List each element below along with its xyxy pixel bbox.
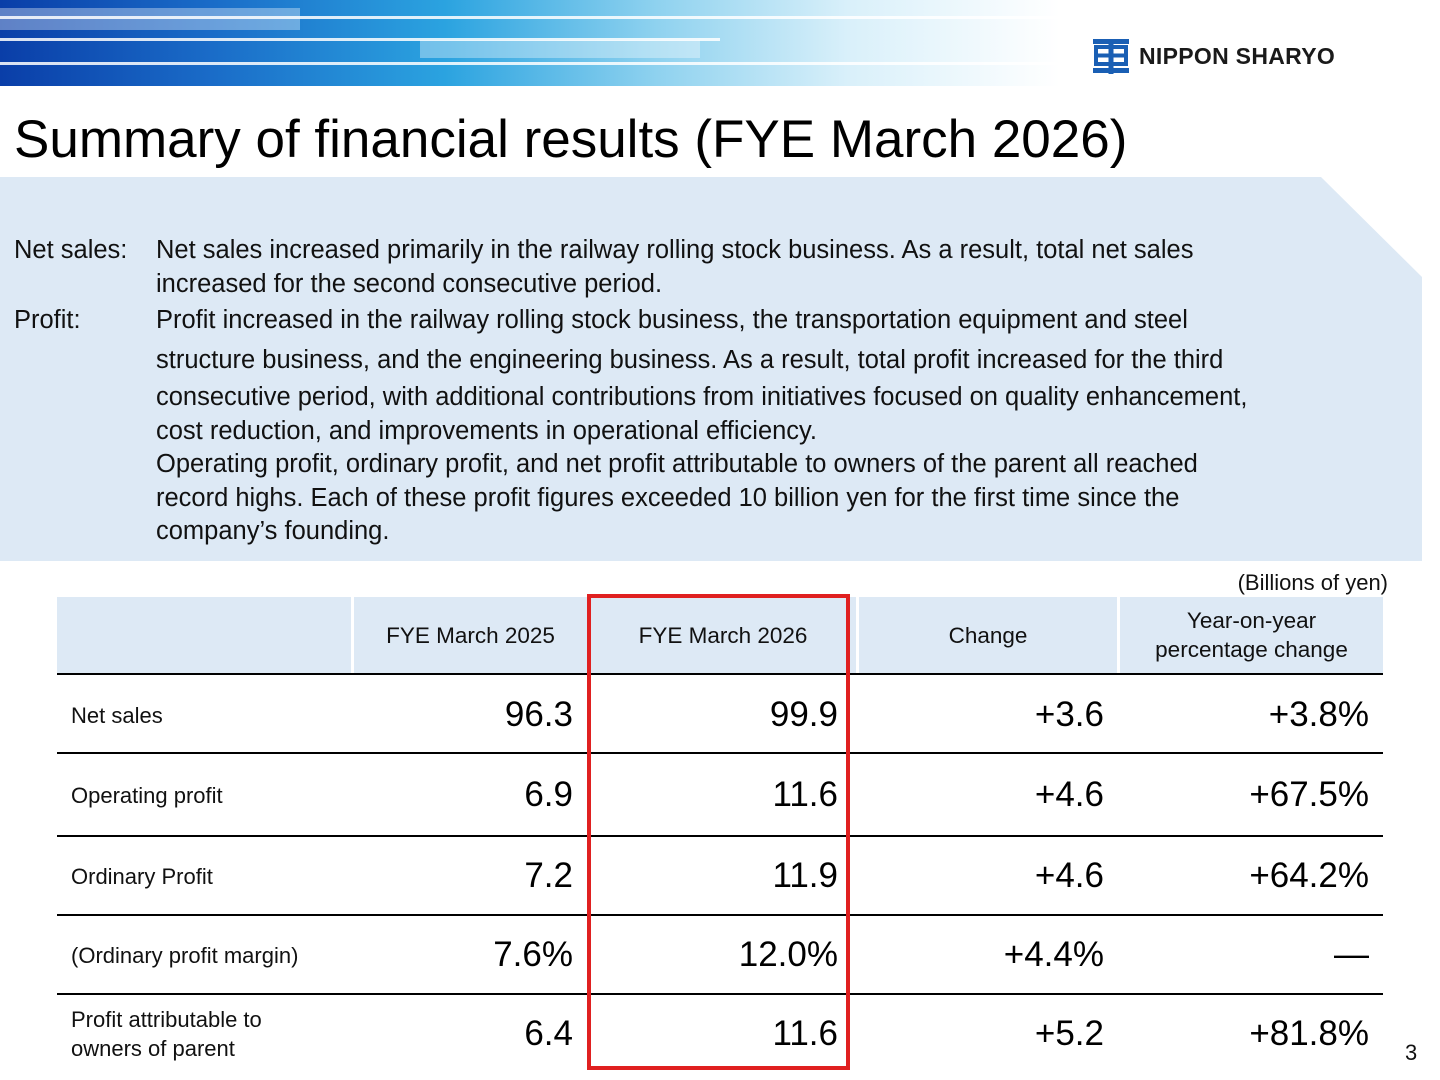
page-title: Summary of financial results (FYE March …	[14, 110, 1128, 169]
row-label-operating-profit: Operating profit	[71, 783, 223, 808]
row-divider	[57, 993, 1383, 995]
banner-stripe	[0, 16, 1060, 19]
value-cell: +3.8%	[1268, 695, 1369, 734]
value-cell: +4.6	[1034, 775, 1104, 814]
profit-line: record highs. Each of these profit figur…	[156, 484, 1180, 512]
row-label-ordinary-profit-margin: (Ordinary profit margin)	[71, 943, 299, 968]
banner-stripe	[0, 38, 720, 41]
company-logo: NIPPON SHARYO	[1093, 36, 1335, 76]
page-number: 3	[1405, 1040, 1418, 1065]
value-cell: +5.2	[1034, 1014, 1104, 1053]
value-cell: +64.2%	[1249, 856, 1369, 895]
row-label-ordinary-profit: Ordinary Profit	[71, 864, 213, 889]
banner-block	[0, 8, 300, 30]
value-cell: 99.9	[769, 695, 838, 734]
net-sales-line: increased for the second consecutive per…	[156, 270, 663, 298]
value-cell: +4.4%	[1003, 935, 1104, 974]
banner-stripe	[0, 62, 1060, 65]
value-cell: +67.5%	[1249, 775, 1369, 814]
value-cell: ―	[1334, 935, 1369, 974]
row-divider	[57, 914, 1383, 916]
row-label-net-sales: Net sales	[71, 703, 163, 728]
header-yoy-line: percentage change	[1155, 637, 1348, 662]
profit-line: Profit increased in the railway rolling …	[156, 306, 1188, 334]
profit-line: Operating profit, ordinary profit, and n…	[156, 450, 1198, 478]
value-cell: 11.6	[772, 775, 838, 814]
value-cell: 11.9	[772, 856, 838, 895]
value-cell: +81.8%	[1249, 1014, 1369, 1053]
header-cell-empty	[57, 597, 351, 673]
net-sales-line: Net sales increased primarily in the rai…	[156, 236, 1194, 264]
row-label-profit-attributable: Profit attributable to	[71, 1007, 262, 1032]
profit-label: Profit:	[14, 306, 81, 334]
profit-line: structure business, and the engineering …	[156, 346, 1224, 374]
value-cell: +4.6	[1034, 856, 1104, 895]
profit-line: consecutive period, with additional cont…	[156, 383, 1248, 411]
table-unit-note: (Billions of yen)	[1237, 570, 1388, 595]
summary-panel	[0, 177, 1422, 561]
header-banner	[0, 0, 1060, 86]
fye-2026-highlight-box	[587, 594, 850, 1070]
value-cell: 6.9	[524, 775, 573, 814]
header-yoy-line: Year-on-year	[1186, 608, 1317, 633]
value-cell: 7.2	[524, 856, 573, 895]
header-fye-2025: FYE March 2025	[354, 597, 587, 673]
header-fye-2026: FYE March 2026	[590, 597, 856, 673]
header-yoy-change: Year-on-year percentage change	[1120, 597, 1383, 673]
row-divider	[57, 752, 1383, 754]
value-cell: 6.4	[524, 1014, 573, 1053]
nippon-sharyo-logo-icon	[1093, 39, 1129, 74]
profit-line: company’s founding.	[156, 517, 390, 545]
header-change: Change	[859, 597, 1117, 673]
row-label-profit-attributable: owners of parent	[71, 1036, 235, 1061]
value-cell: 11.6	[772, 1014, 838, 1053]
value-cell: 96.3	[504, 695, 573, 734]
value-cell: 12.0%	[738, 935, 838, 974]
row-divider	[57, 673, 1383, 675]
row-divider	[57, 835, 1383, 837]
value-cell: 7.6%	[493, 935, 573, 974]
banner-block	[420, 40, 700, 58]
net-sales-label: Net sales:	[14, 236, 128, 264]
profit-line: cost reduction, and improvements in oper…	[156, 417, 817, 445]
value-cell: +3.6	[1034, 695, 1104, 734]
company-name: NIPPON SHARYO	[1139, 42, 1336, 69]
